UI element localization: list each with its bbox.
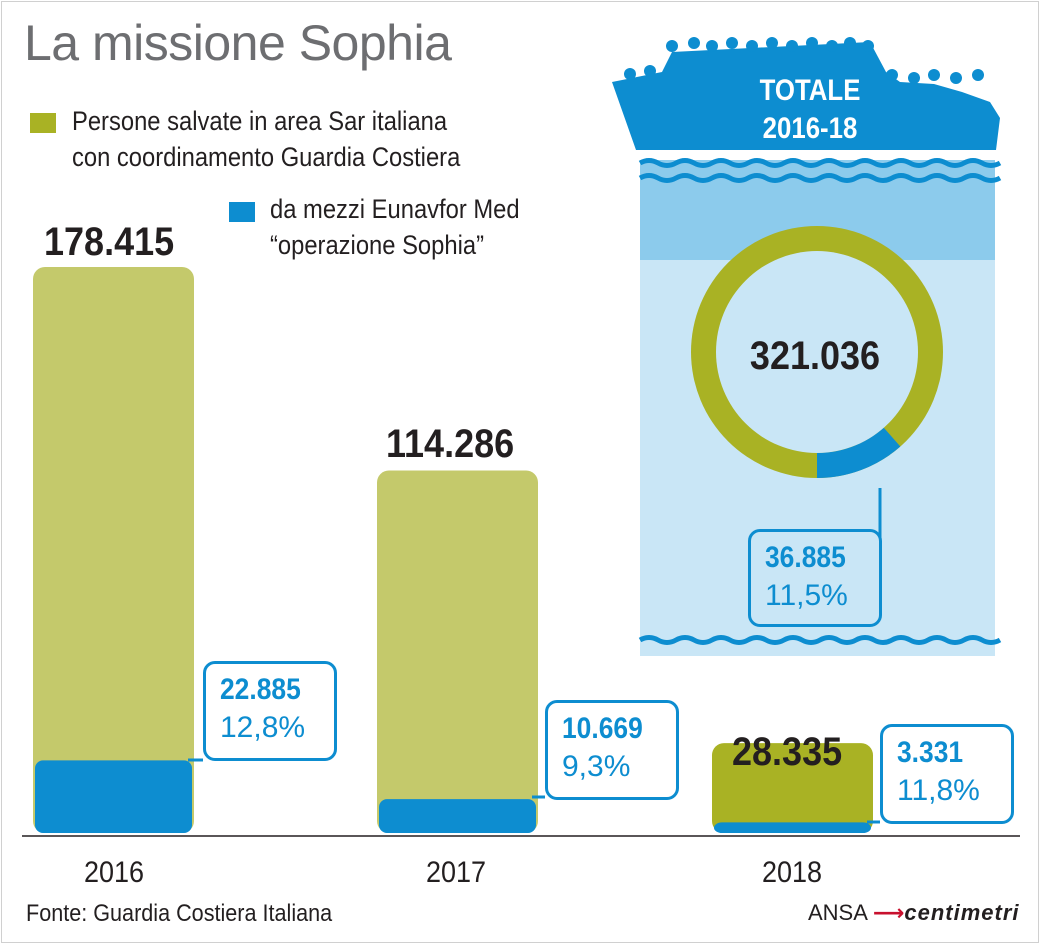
legend-blue-line2: “operazione Sophia”	[270, 230, 484, 260]
passenger-head	[862, 40, 874, 52]
passenger-head	[706, 40, 718, 52]
bar-saved-2017	[377, 470, 538, 833]
passenger-head	[644, 65, 656, 77]
bar-2018-value: 28.335	[732, 730, 843, 774]
callout-2017: 10.669 9,3%	[545, 700, 679, 800]
callout-2017-percent: 9,3%	[562, 750, 631, 783]
passenger-head	[666, 40, 678, 52]
brand-arrow-icon: ⟶	[872, 900, 905, 925]
callout-2017-value: 10.669	[562, 712, 643, 745]
total-sophia-value: 36.885	[765, 541, 846, 574]
source-note: Fonte: Guardia Costiera Italiana	[26, 900, 333, 927]
bars-group	[33, 267, 873, 833]
total-title-line2: 2016-18	[762, 112, 858, 145]
x-tick-2018: 2018	[762, 856, 823, 889]
total-sophia-percent: 11,5%	[765, 579, 848, 612]
callout-2018: 3.331 11,8%	[880, 724, 1014, 824]
bar-2016-value: 178.415	[44, 220, 175, 264]
callout-2018-percent: 11,8%	[897, 774, 980, 807]
legend-green-line2: con coordinamento Guardia Costiera	[72, 142, 461, 172]
passenger-head	[746, 40, 758, 52]
x-tick-2016: 2016	[84, 856, 145, 889]
bar-saved-2018	[712, 743, 873, 833]
callout-2016-value: 22.885	[220, 673, 301, 706]
bar-sophia-2016	[35, 760, 192, 833]
bar-saved-2016	[33, 267, 194, 833]
donut-sophia-arc	[817, 427, 901, 478]
callout-2016-percent: 12,8%	[220, 711, 306, 744]
ship-illustration	[612, 37, 1000, 150]
passenger-head	[806, 37, 818, 49]
total-title: TOTALE 2016-18	[726, 72, 895, 148]
legend-green-line1: Persone salvate in area Sar italiana	[72, 106, 448, 136]
legend-swatch-blue	[229, 202, 255, 222]
passenger-head	[766, 37, 778, 49]
passenger-head	[928, 69, 940, 81]
passenger-head	[688, 37, 700, 49]
chart-title: La missione Sophia	[24, 15, 452, 71]
passenger-head	[908, 72, 920, 84]
donut-hole	[716, 251, 918, 453]
brand-product: centimetri	[904, 900, 1020, 925]
sea-gradient	[640, 160, 995, 260]
callout-2016: 22.885 12,8%	[203, 661, 337, 761]
passenger-head	[844, 37, 856, 49]
callout-connectors	[188, 758, 880, 824]
total-donut	[691, 226, 943, 578]
passenger-head	[786, 40, 798, 52]
passenger-head	[826, 40, 838, 52]
callout-2018-value: 3.331	[897, 736, 964, 769]
x-tick-2017: 2017	[426, 856, 487, 889]
total-value: 321.036	[749, 334, 881, 378]
passenger-head	[886, 69, 898, 81]
brand-agency: ANSA	[808, 900, 867, 925]
total-sophia-callout: 36.885 11,5%	[748, 529, 882, 627]
bar-sophia-2017	[379, 799, 536, 833]
bar-sophia-2018	[714, 822, 871, 833]
passenger-head	[950, 72, 962, 84]
passenger-head	[624, 68, 636, 80]
passenger-head	[726, 37, 738, 49]
legend-blue-line1: da mezzi Eunavfor Med	[270, 194, 520, 224]
passenger-head	[972, 69, 984, 81]
total-title-line1: TOTALE	[759, 74, 861, 107]
ship-passengers	[624, 37, 984, 84]
wave-top-2	[638, 173, 1002, 183]
wave-bottom	[638, 635, 1002, 645]
legend-swatch-green	[30, 113, 56, 133]
bar-2017-value: 114.286	[386, 422, 515, 466]
ship-hull	[612, 42, 1000, 150]
brand-logo: ANSA ⟶centimetri	[808, 900, 1020, 926]
wave-top-1	[638, 158, 1002, 168]
